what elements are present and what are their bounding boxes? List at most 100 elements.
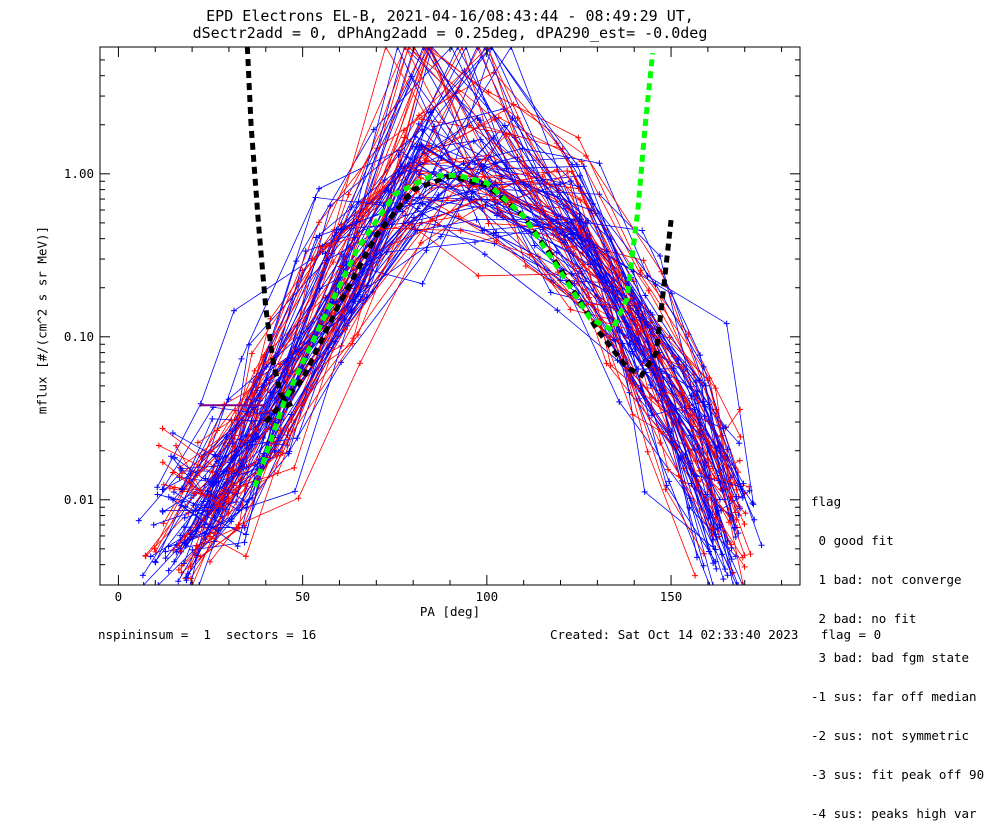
data-point-marker [159, 486, 166, 493]
footer-sectors: nspininsum = 1 sectors = 16 [98, 627, 317, 642]
data-point-marker [178, 470, 185, 477]
spectrum-line [154, 47, 721, 562]
data-point-marker [473, 216, 480, 223]
data-point-marker [607, 362, 614, 369]
spectrum-line [196, 159, 745, 547]
y-tick-label: 0.10 [64, 329, 94, 344]
data-point-marker [193, 543, 200, 550]
data-point-marker [697, 352, 704, 359]
spectrum-line [196, 47, 736, 532]
data-point-marker [471, 239, 478, 246]
data-point-marker [639, 227, 646, 234]
spectrum-line [204, 148, 754, 534]
legend-item: 1 bad: not converge [811, 572, 962, 587]
data-point-marker [474, 114, 481, 121]
data-point-marker [401, 127, 408, 134]
data-point-marker [687, 432, 694, 439]
data-point-marker [735, 582, 742, 585]
data-point-marker [155, 582, 162, 585]
data-point-marker [418, 141, 425, 148]
data-point-marker [401, 134, 408, 141]
data-point-marker [351, 234, 358, 241]
data-point-marker [169, 469, 176, 476]
data-point-marker [275, 448, 282, 455]
spectrum-line [190, 144, 741, 585]
data-point-marker [356, 360, 363, 367]
data-point-marker [686, 504, 693, 511]
data-point-marker [340, 307, 347, 314]
spectrum-line [178, 47, 737, 571]
data-point-marker [491, 116, 498, 123]
data-point-marker [509, 115, 516, 122]
data-point-marker [162, 548, 169, 555]
data-point-marker [150, 521, 157, 528]
data-point-marker [154, 484, 161, 491]
data-point-marker [694, 388, 701, 395]
data-point-marker [419, 200, 426, 207]
data-point-marker [666, 478, 673, 485]
data-point-marker [187, 563, 194, 570]
data-point-marker [196, 582, 203, 585]
pitch-angle-flux-chart: 0 50 100 150 0.01 0.10 1.00 [64, 46, 801, 604]
data-point-marker [562, 232, 569, 239]
data-point-marker [211, 451, 218, 458]
data-point-marker [513, 179, 520, 186]
data-point-marker [716, 496, 723, 503]
data-point-marker [582, 220, 589, 227]
data-point-marker [242, 483, 249, 490]
data-point-marker [644, 273, 651, 280]
data-point-marker [641, 488, 648, 495]
data-point-marker [166, 485, 173, 492]
data-point-marker [248, 418, 255, 425]
data-point-marker [402, 47, 409, 50]
data-point-marker [712, 385, 719, 392]
data-point-marker [635, 314, 642, 321]
legend-item: -2 sus: not symmetric [811, 728, 970, 743]
data-point-marker [714, 525, 721, 532]
data-point-marker [531, 242, 538, 249]
data-point-marker [665, 466, 672, 473]
legend-item: 3 bad: bad fgm state [811, 650, 970, 665]
data-point-marker [668, 290, 675, 297]
data-point-marker [183, 577, 190, 584]
data-point-marker [564, 219, 571, 226]
data-point-marker [420, 47, 427, 50]
data-point-marker [484, 196, 491, 203]
data-point-marker [474, 47, 481, 50]
data-point-marker [700, 363, 707, 370]
data-point-marker [370, 126, 377, 133]
data-point-marker [448, 47, 455, 50]
data-point-marker [155, 442, 162, 449]
y-tick-label: 0.01 [64, 492, 94, 507]
data-point-marker [632, 345, 639, 352]
data-point-marker [225, 495, 232, 502]
spectrum-line [158, 189, 705, 585]
data-point-marker [417, 174, 424, 181]
data-point-marker [490, 230, 497, 237]
data-point-marker [165, 567, 172, 574]
data-point-marker [152, 548, 159, 555]
data-point-marker [739, 554, 746, 561]
data-point-marker [154, 491, 161, 498]
data-point-marker [460, 160, 467, 167]
data-point-marker [253, 414, 260, 421]
x-tick-label: 150 [660, 589, 683, 604]
data-point-marker [238, 355, 245, 362]
data-point-marker [705, 401, 712, 408]
data-point-marker [316, 185, 323, 192]
spectrum-line [209, 181, 745, 563]
data-point-marker [229, 466, 236, 473]
data-point-marker [747, 551, 754, 558]
data-point-marker [736, 457, 743, 464]
spectrum-line [181, 47, 736, 529]
data-point-marker [231, 489, 238, 496]
data-point-marker [614, 357, 621, 364]
data-point-marker [251, 367, 258, 374]
data-point-marker [429, 216, 436, 223]
data-point-marker [733, 516, 740, 523]
data-point-marker [554, 307, 561, 314]
data-point-marker [626, 341, 633, 348]
x-tick-label: 50 [295, 589, 310, 604]
data-point-marker [316, 219, 323, 226]
data-point-marker [642, 292, 649, 299]
